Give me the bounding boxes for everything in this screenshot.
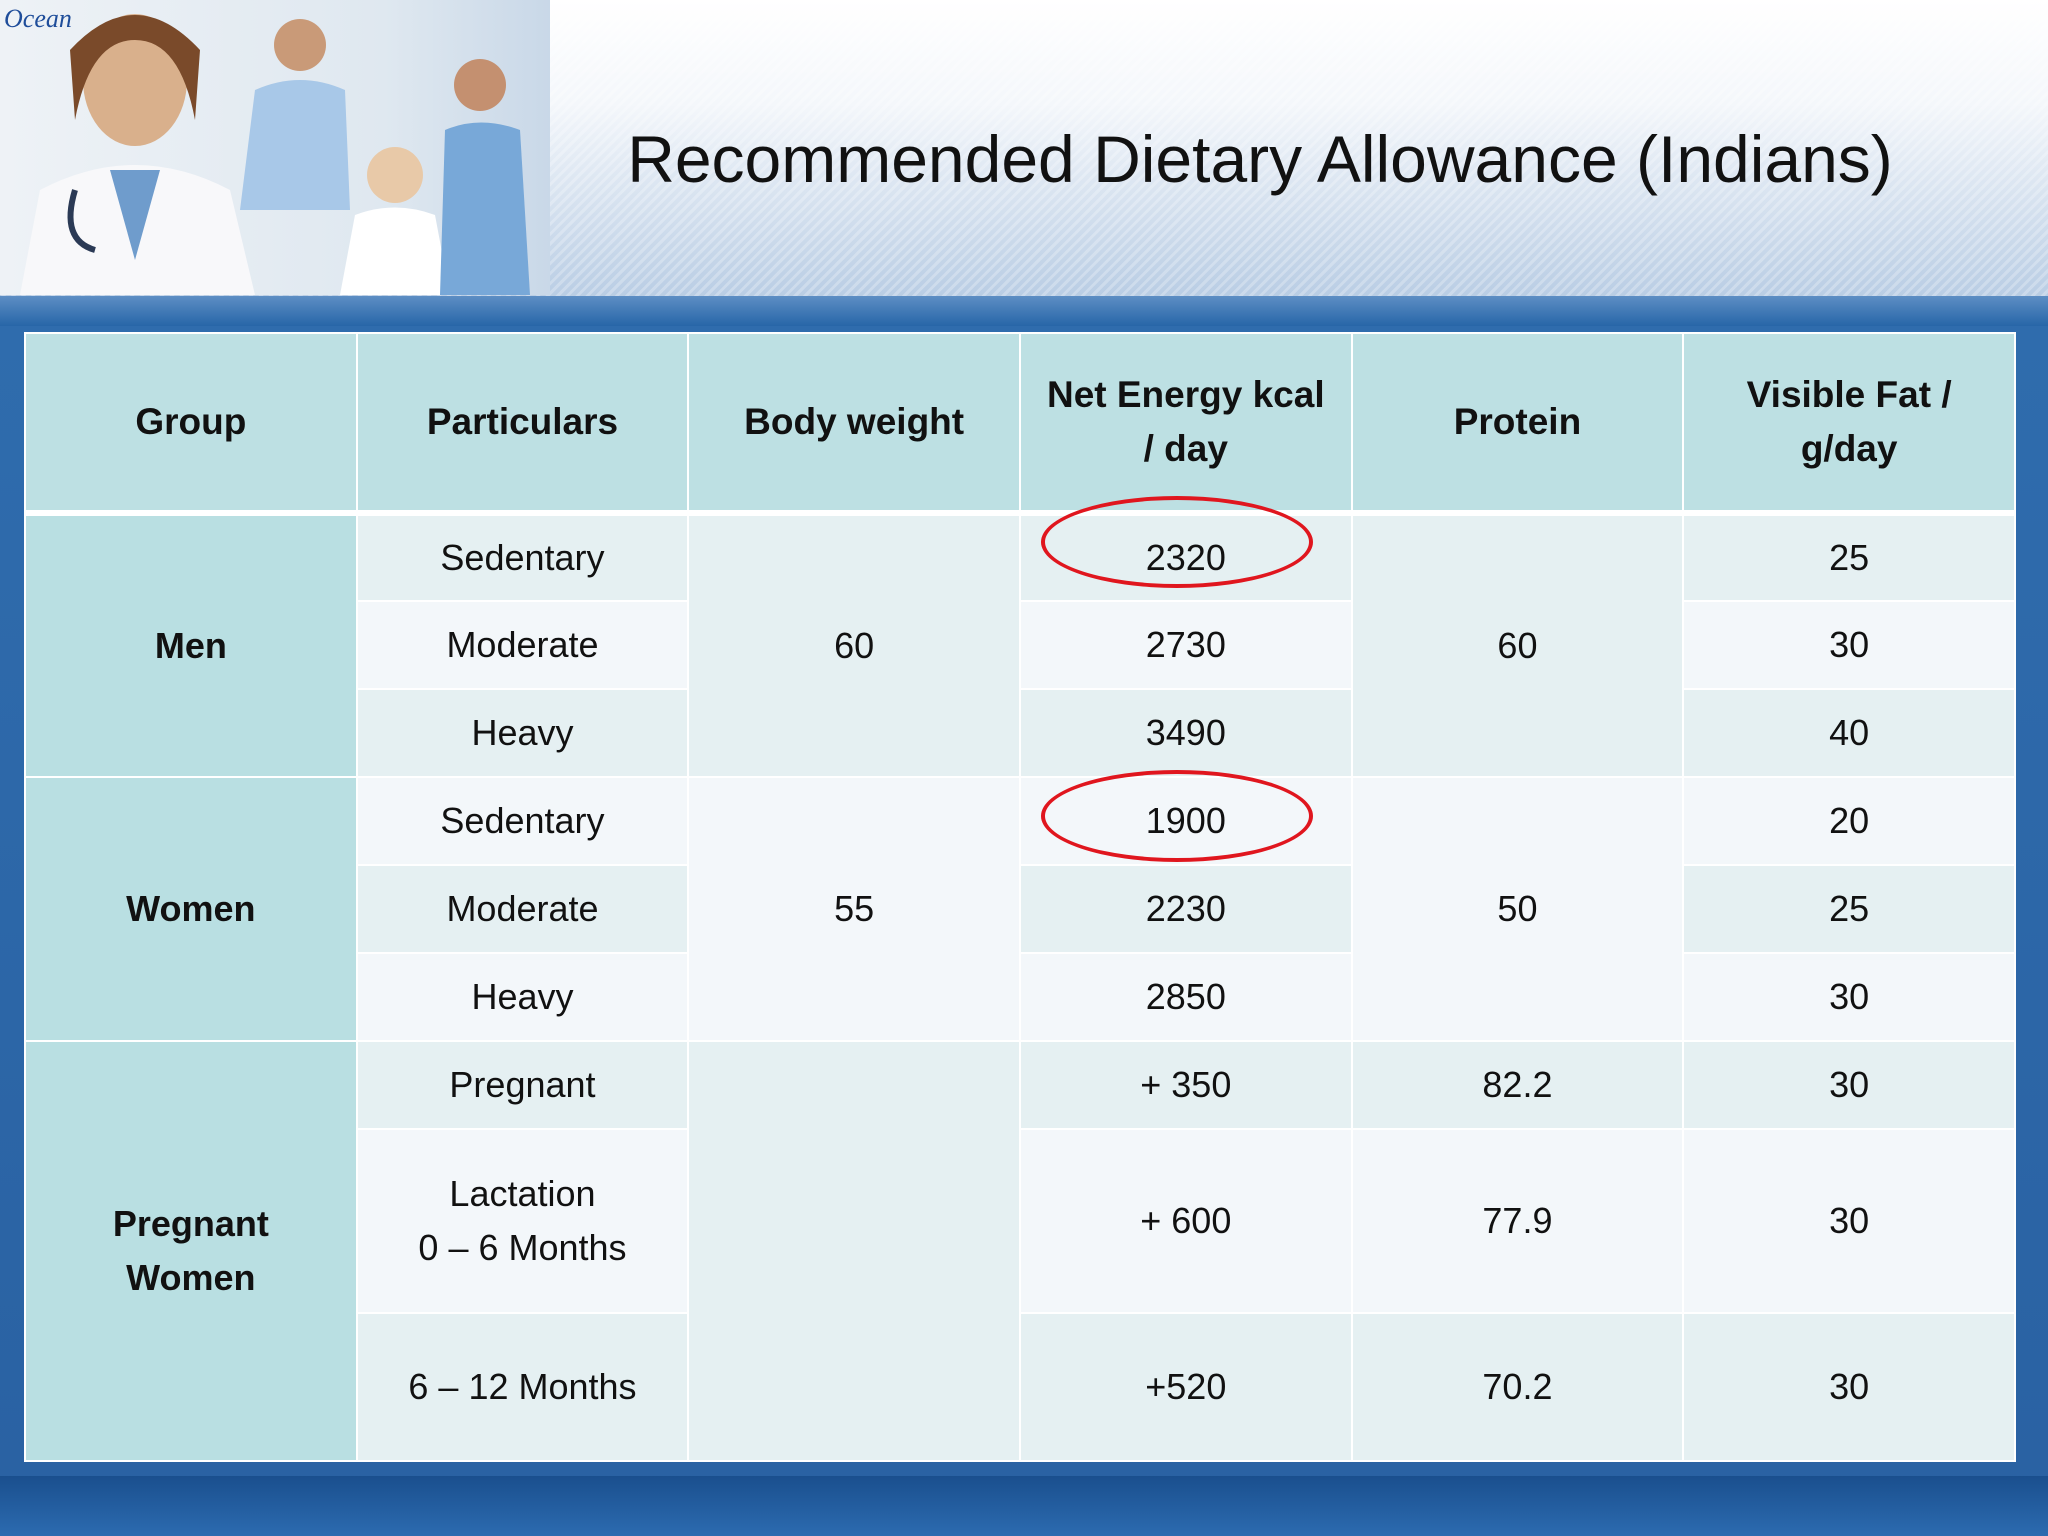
particulars-cell: Sedentary (355, 512, 690, 602)
energy-cell: + 350 (1018, 1040, 1353, 1130)
fat-cell: 30 (1682, 1128, 2016, 1314)
fat-cell: 20 (1682, 776, 2016, 866)
divider-band (0, 296, 2048, 326)
table-row: Lactation 0 – 6 Months + 600 77.9 30 (25, 1128, 2016, 1314)
column-header: Net Energy kcal / day (1018, 332, 1353, 516)
fat-cell: 30 (1682, 952, 2016, 1042)
fat-cell: 40 (1682, 688, 2016, 778)
energy-cell: +520 (1018, 1312, 1353, 1462)
table-row: Women Sedentary 55 1900 50 20 (24, 776, 2016, 1042)
header: Ocean Recommended Dietary Allowance (Ind… (0, 0, 2048, 298)
column-header: Particulars (355, 332, 690, 516)
header-photo: Ocean (0, 0, 550, 295)
particulars-cell: Pregnant (355, 1040, 690, 1130)
fat-cell: 30 (1682, 600, 2016, 690)
energy-cell: 2850 (1018, 952, 1353, 1042)
fat-cell: 30 (1682, 1040, 2016, 1130)
fat-cell: 25 (1682, 864, 2016, 954)
table-row: Moderate 2730 30 (25, 600, 2016, 690)
table-row: 6 – 12 Months +520 70.2 30 (25, 1312, 2016, 1462)
protein-cell: 70.2 (1350, 1312, 1685, 1462)
particulars-cell: 6 – 12 Months (355, 1312, 690, 1462)
highlight-ring (1041, 496, 1313, 588)
particulars-cell: Heavy (355, 952, 690, 1042)
fat-cell: 25 (1682, 512, 2016, 602)
column-header: Protein (1350, 332, 1685, 516)
particulars-cell: Moderate (355, 600, 690, 690)
column-header: Body weight (687, 332, 1021, 516)
column-header: Visible Fat / g/day (1682, 332, 2016, 516)
particulars-cell: Sedentary (355, 776, 690, 866)
table-row: Moderate 2230 25 (25, 864, 2016, 954)
energy-cell: 3490 (1018, 688, 1353, 778)
footer-band (0, 1476, 2048, 1536)
protein-cell: 77.9 (1350, 1128, 1685, 1314)
group-cell: Pregnant Women (24, 1040, 358, 1462)
particulars-cell: Heavy (355, 688, 690, 778)
column-header: Group (24, 332, 358, 516)
highlight-ring (1041, 770, 1313, 862)
particulars-cell: Lactation 0 – 6 Months (355, 1128, 690, 1314)
logo: Ocean (4, 4, 72, 33)
table-row: Pregnant Women Pregnant + 350 82.2 30 (24, 1040, 2016, 1462)
protein-cell: 60 (1350, 512, 1685, 778)
photo-illustration (20, 14, 530, 295)
body-weight-cell: 60 (687, 512, 1021, 778)
fat-cell: 30 (1682, 1312, 2016, 1462)
group-cell: Men (24, 512, 358, 778)
protein-cell: 50 (1350, 776, 1685, 1042)
table-row: Men Sedentary 60 2320 60 25 (24, 512, 2016, 778)
body-weight-cell (687, 1040, 1021, 1462)
protein-cell: 82.2 (1350, 1040, 1685, 1130)
header-row: Group Particulars Body weight Net Energy kc… (24, 332, 2016, 516)
rda-table: Group Particulars Body weight Net Energy kc… (24, 332, 2016, 1462)
body-weight-cell: 55 (687, 776, 1021, 1042)
energy-cell: + 600 (1018, 1128, 1353, 1314)
table-row: Heavy 2850 30 (25, 952, 2016, 1042)
slide-title: Recommended Dietary Allowance (Indians) (627, 122, 1893, 196)
energy-cell: 2230 (1018, 864, 1353, 954)
energy-cell: 2730 (1018, 600, 1353, 690)
group-cell: Women (24, 776, 358, 1042)
particulars-cell: Moderate (355, 864, 690, 954)
table-body: Men Sedentary 60 2320 60 25 Moderate 2730 30 Heav… (24, 512, 2016, 1462)
